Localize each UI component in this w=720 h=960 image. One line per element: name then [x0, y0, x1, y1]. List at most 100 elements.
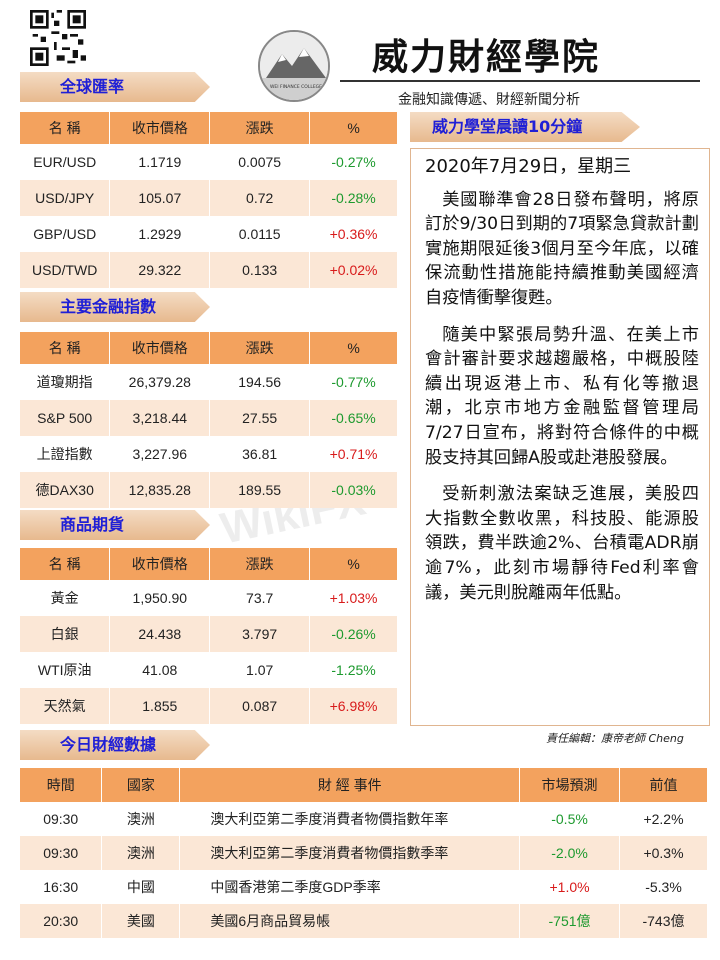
cell-time: 16:30: [20, 870, 103, 904]
cell-name: USD/JPY: [20, 180, 111, 216]
article-body: 2020年7月29日，星期三 美國聯準會28日發布聲明，將原訂於9/30日到期的…: [410, 148, 710, 726]
cell-prev: -5.3%: [619, 870, 708, 904]
table-row: USD/TWD 29.322 0.133 +0.02%: [20, 252, 398, 288]
cell-event: 澳大利亞第二季度消費者物價指數季率: [179, 836, 521, 870]
cell-change: 189.55: [209, 472, 311, 508]
article-paragraph: 隨美中緊張局勢升溫、在美上市會計審計要求越趨嚴格，中概股陸續出現返港上市、私有化…: [425, 324, 699, 468]
cell-name: EUR/USD: [20, 144, 111, 180]
article-date: 2020年7月29日，星期三: [425, 156, 632, 177]
cell-pct: -1.25%: [309, 652, 398, 688]
table-row: GBP/USD 1.2929 0.0115 +0.36%: [20, 216, 398, 252]
col-header-pct: %: [309, 548, 398, 580]
article-paragraph: 美國聯準會28日發布聲明，將原訂於9/30日到期的7項緊急貸款計劃實施期限延後3…: [425, 189, 699, 308]
cell-name: 德DAX30: [20, 472, 111, 508]
table-row: S&P 500 3,218.44 27.55 -0.65%: [20, 400, 398, 436]
cell-change: 1.07: [209, 652, 311, 688]
cell-change: 0.0075: [209, 144, 311, 180]
cell-prev: +0.3%: [619, 836, 708, 870]
cell-change: 0.72: [209, 180, 311, 216]
cell-name: 黃金: [20, 580, 111, 616]
brand-logo: WEI FINANCE COLLEGE: [258, 30, 330, 102]
cell-name: 道瓊期指: [20, 364, 111, 400]
article-paragraph: 受新刺激法案缺乏進展，美股四大指數全數收黑，科技股、能源股領跌，費半跌逾2%、台…: [425, 484, 699, 603]
col-header-name: 名 稱: [20, 548, 111, 580]
fx-table: 名 稱 收市價格 漲跌 % EUR/USD 1.1719 0.0075 -0.27% …: [20, 112, 398, 288]
cell-price: 12,835.28: [109, 472, 211, 508]
brand-divider: [340, 80, 700, 82]
table-row: 20:30 美國 美國6月商品貿易帳 -751億 -743億: [20, 904, 708, 938]
cell-change: 36.81: [209, 436, 311, 472]
cell-event: 美國6月商品貿易帳: [179, 904, 521, 938]
table-row: WTI原油 41.08 1.07 -1.25%: [20, 652, 398, 688]
cell-name: 上證指數: [20, 436, 111, 472]
cell-change: 194.56: [209, 364, 311, 400]
cell-price: 29.322: [109, 252, 211, 288]
col-header-prev: 前值: [619, 768, 708, 802]
cell-change: 0.0115: [209, 216, 311, 252]
col-header-pct: %: [309, 112, 398, 144]
table-row: 09:30 澳洲 澳大利亞第二季度消費者物價指數季率 -2.0% +0.3%: [20, 836, 708, 870]
cell-prev: +2.2%: [619, 802, 708, 836]
cell-name: USD/TWD: [20, 252, 111, 288]
col-header-forecast: 市場預測: [519, 768, 620, 802]
col-header-price: 收市價格: [109, 548, 211, 580]
col-header-event: 財 經 事件: [179, 768, 521, 802]
table-row: 16:30 中國 中國香港第二季度GDP季率 +1.0% -5.3%: [20, 870, 708, 904]
article-banner: 威力學堂晨讀10分鐘: [410, 112, 640, 142]
cell-forecast: +1.0%: [519, 870, 620, 904]
cell-pct: -0.26%: [309, 616, 398, 652]
col-header-pct: %: [309, 332, 398, 364]
cell-pct: -0.77%: [309, 364, 398, 400]
cell-time: 09:30: [20, 802, 103, 836]
brand-title: 威力財經學院: [372, 37, 601, 78]
cell-pct: -0.65%: [309, 400, 398, 436]
cell-pct: -0.27%: [309, 144, 398, 180]
table-row: 德DAX30 12,835.28 189.55 -0.03%: [20, 472, 398, 508]
cell-prev: -743億: [619, 904, 708, 938]
table-row: 09:30 澳洲 澳大利亞第二季度消費者物價指數年率 -0.5% +2.2%: [20, 802, 708, 836]
cell-forecast: -751億: [519, 904, 620, 938]
cell-change: 73.7: [209, 580, 311, 616]
cell-event: 澳大利亞第二季度消費者物價指數年率: [179, 802, 521, 836]
qr-code: [30, 10, 86, 66]
cell-price: 1,950.90: [109, 580, 211, 616]
col-header-name: 名 稱: [20, 332, 111, 364]
table-row: 白銀 24.438 3.797 -0.26%: [20, 616, 398, 652]
cell-price: 3,218.44: [109, 400, 211, 436]
table-row: 上證指數 3,227.96 36.81 +0.71%: [20, 436, 398, 472]
col-header-price: 收市價格: [109, 112, 211, 144]
cell-name: WTI原油: [20, 652, 111, 688]
svg-text:WEI FINANCE COLLEGE: WEI FINANCE COLLEGE: [270, 84, 322, 90]
col-header-change: 漲跌: [209, 548, 311, 580]
commodities-table: 名 稱 收市價格 漲跌 % 黃金 1,950.90 73.7 +1.03% 白銀 24.…: [20, 548, 398, 724]
col-header-change: 漲跌: [209, 332, 311, 364]
cell-country: 澳洲: [101, 836, 181, 870]
indices-banner: 主要金融指數: [20, 292, 210, 322]
commodities-banner: 商品期貨: [20, 510, 210, 540]
cell-pct: +6.98%: [309, 688, 398, 724]
cell-country: 澳洲: [101, 802, 181, 836]
mountain-icon: WEI FINANCE COLLEGE: [260, 32, 328, 100]
fx-banner: 全球匯率: [20, 72, 210, 102]
cell-forecast: -2.0%: [519, 836, 620, 870]
cell-price: 3,227.96: [109, 436, 211, 472]
indices-table: 名 稱 收市價格 漲跌 % 道瓊期指 26,379.28 194.56 -0.77% …: [20, 332, 398, 508]
cell-country: 中國: [101, 870, 181, 904]
cell-price: 41.08: [109, 652, 211, 688]
cell-pct: +0.36%: [309, 216, 398, 252]
cell-forecast: -0.5%: [519, 802, 620, 836]
cell-change: 3.797: [209, 616, 311, 652]
table-row: USD/JPY 105.07 0.72 -0.28%: [20, 180, 398, 216]
col-header-time: 時間: [20, 768, 103, 802]
cell-pct: +1.03%: [309, 580, 398, 616]
cell-name: 白銀: [20, 616, 111, 652]
cell-name: 天然氣: [20, 688, 111, 724]
table-row: EUR/USD 1.1719 0.0075 -0.27%: [20, 144, 398, 180]
cell-pct: -0.28%: [309, 180, 398, 216]
cell-event: 中國香港第二季度GDP季率: [179, 870, 521, 904]
cell-pct: +0.02%: [309, 252, 398, 288]
brand-subtitle: 金融知識傳遞、財經新聞分析: [398, 92, 580, 108]
cell-change: 27.55: [209, 400, 311, 436]
table-row: 天然氣 1.855 0.087 +6.98%: [20, 688, 398, 724]
col-header-country: 國家: [101, 768, 181, 802]
